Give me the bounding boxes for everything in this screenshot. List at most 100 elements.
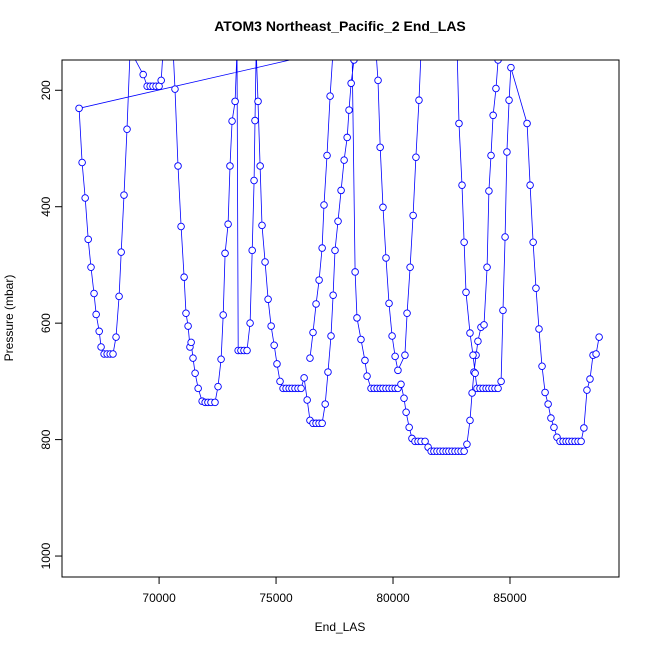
data-point	[321, 400, 329, 408]
data-point	[529, 238, 537, 246]
data-point	[87, 263, 95, 272]
data-point	[455, 119, 463, 128]
data-point	[361, 356, 369, 365]
data-point	[246, 319, 254, 327]
data-point	[177, 222, 185, 231]
data-point	[462, 288, 470, 297]
data-point	[421, 437, 429, 446]
data-point	[123, 125, 131, 134]
data-point	[187, 338, 195, 347]
data-point	[595, 333, 603, 341]
data-point	[466, 416, 474, 425]
data-point	[109, 350, 117, 358]
data-point	[329, 291, 337, 299]
data-point	[248, 246, 256, 255]
data-point	[273, 360, 281, 368]
data-point	[403, 309, 411, 318]
data-point	[469, 351, 477, 359]
data-point	[592, 350, 600, 358]
data-point	[191, 369, 199, 377]
data-point	[318, 419, 326, 428]
y-tick-label: 600	[39, 313, 53, 333]
data-point	[90, 289, 98, 298]
data-point	[258, 221, 266, 230]
data-point	[409, 211, 417, 220]
x-tick-label: 75000	[259, 591, 293, 605]
data-point	[318, 244, 326, 252]
data-point	[303, 396, 311, 404]
data-point	[340, 156, 348, 164]
data-point	[583, 386, 591, 394]
data-point	[485, 187, 493, 195]
data-point	[526, 181, 534, 189]
data-point	[483, 263, 491, 272]
data-point	[231, 97, 239, 106]
data-point	[550, 423, 558, 432]
data-point	[320, 201, 328, 209]
data-point	[326, 92, 334, 100]
data-point	[84, 235, 92, 244]
data-point	[251, 116, 259, 125]
data-point	[309, 328, 317, 337]
data-point	[217, 355, 225, 364]
data-point	[382, 254, 390, 262]
data-point	[463, 440, 471, 449]
data-point	[547, 414, 555, 422]
data-point	[468, 389, 476, 397]
data-point	[499, 306, 507, 315]
data-point	[254, 97, 262, 106]
y-tick-label: 800	[39, 429, 53, 449]
data-point	[261, 258, 269, 266]
data-point	[264, 295, 272, 304]
data-point	[97, 343, 105, 351]
data-point	[471, 369, 479, 377]
data-point	[228, 117, 236, 125]
data-point	[385, 299, 393, 308]
data-point	[180, 273, 188, 281]
data-point	[337, 186, 345, 195]
data-point	[226, 162, 234, 170]
data-point	[460, 238, 468, 246]
plot-area	[75, 60, 603, 455]
data-point	[345, 106, 353, 114]
y-tick-label: 1000	[39, 542, 53, 569]
data-point	[250, 176, 258, 185]
data-point	[157, 76, 165, 85]
data-point	[353, 314, 361, 322]
y-tick-label: 200	[39, 80, 53, 100]
data-point	[577, 437, 585, 446]
data-point	[139, 70, 147, 79]
data-point	[402, 408, 410, 416]
data-point	[324, 368, 332, 376]
data-point	[466, 329, 474, 337]
data-point	[95, 327, 103, 336]
data-point	[214, 382, 222, 391]
x-tick-label: 85000	[493, 591, 527, 605]
data-point	[182, 309, 190, 318]
data-point	[120, 191, 128, 199]
data-point	[412, 153, 420, 161]
x-axis-label: End_LAS	[315, 620, 366, 634]
data-point	[112, 333, 120, 341]
data-point	[544, 400, 552, 408]
data-point	[357, 335, 365, 344]
data-point	[374, 76, 382, 85]
data-point	[171, 85, 179, 93]
x-tick-label: 70000	[142, 591, 176, 605]
data-point	[276, 377, 284, 386]
data-point	[224, 220, 232, 228]
x-tick-label: 80000	[376, 591, 410, 605]
data-point	[580, 424, 588, 432]
data-point	[189, 354, 197, 362]
data-point	[92, 310, 100, 319]
data-point	[312, 300, 320, 308]
data-point	[492, 84, 500, 93]
data-point	[117, 248, 125, 256]
data-point	[406, 263, 414, 272]
data-point	[394, 366, 402, 375]
data-point	[184, 322, 192, 330]
data-point	[489, 111, 497, 120]
